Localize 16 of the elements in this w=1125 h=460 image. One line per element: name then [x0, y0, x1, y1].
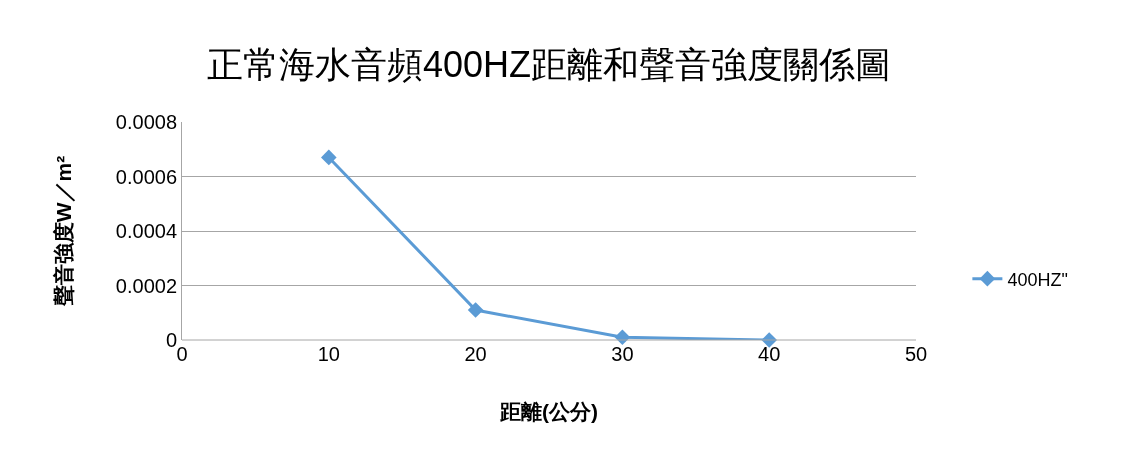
- x-tick-label: 30: [611, 343, 634, 365]
- y-tick-label: 0.0008: [115, 111, 177, 133]
- legend-label: 400HZ": [1007, 269, 1068, 290]
- y-tick-label: 0.0006: [115, 165, 177, 188]
- y-tick-label: 0: [165, 329, 177, 351]
- chart-title: 正常海水音頻400HZ距離和聲音強度關係圖: [206, 44, 892, 85]
- x-tick-label: 50: [904, 343, 928, 365]
- point: [321, 149, 337, 166]
- x-tick-label: 20: [464, 343, 487, 365]
- y-tick-label: 0.0002: [115, 274, 177, 297]
- x-axis-title: 距離(公分): [499, 400, 598, 424]
- point: [467, 302, 484, 318]
- y-tick-label: 0.0004: [115, 220, 177, 242]
- x-tick-label: 40: [758, 343, 781, 365]
- x-tick-label: 10: [317, 343, 340, 365]
- y-axis-title: 聲音強度W／m²: [51, 155, 76, 308]
